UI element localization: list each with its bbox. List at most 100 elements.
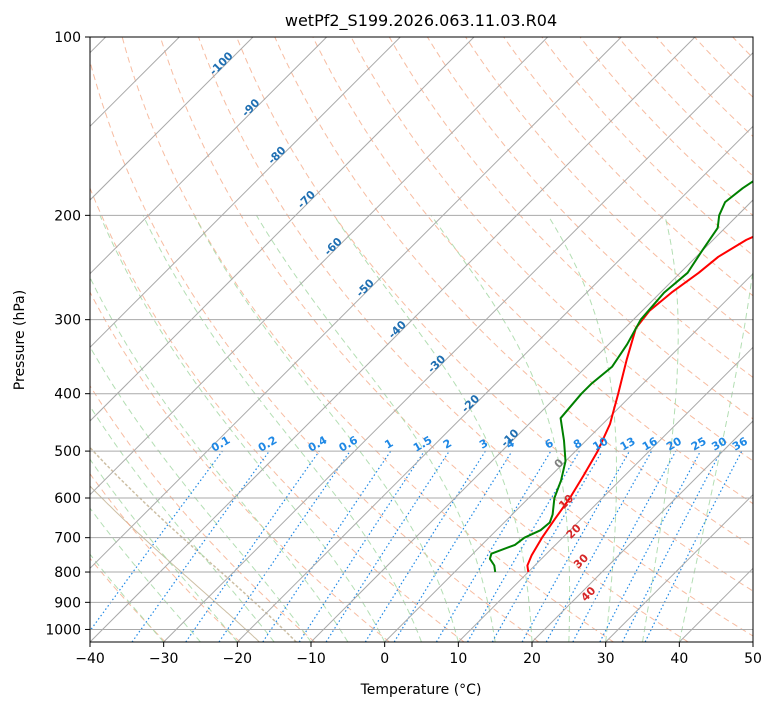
dry-adiabat-line	[388, 37, 753, 420]
theta-e-label: 10	[556, 492, 576, 512]
dry-adiabat-line	[90, 384, 316, 642]
x-tick-label: 50	[744, 651, 762, 667]
dry-adiabats	[90, 37, 753, 642]
mixing-ratio-line	[599, 450, 702, 642]
mixing-ratio-line	[393, 450, 513, 642]
isotherm-line	[90, 37, 328, 275]
mixing-ratio-label: 1	[382, 437, 395, 452]
mixing-ratio-label: 2	[441, 437, 454, 452]
moist-adiabat-line	[142, 215, 422, 642]
moist-adiabat-line	[90, 507, 201, 642]
mixing-ratio-line	[90, 450, 223, 632]
dry-adiabat-line	[236, 37, 753, 592]
isotherm-line	[678, 567, 753, 642]
theta-e-label: 40	[578, 584, 598, 604]
x-tick-label: −20	[223, 651, 253, 667]
theta-label: -20	[459, 392, 482, 415]
x-tick-label: 20	[523, 651, 541, 667]
y-tick-label: 900	[54, 595, 81, 611]
moist-adiabat-line	[90, 405, 275, 642]
dry-adiabat-line	[274, 37, 753, 548]
mixing-ratio-line	[435, 450, 552, 642]
plot-frame	[89, 36, 754, 643]
isotherm-line	[90, 37, 549, 496]
mixing-ratio-lines	[90, 450, 743, 642]
y-tick-label: 800	[54, 565, 81, 581]
isotherm-line	[384, 272, 753, 642]
theta-e-label: 20	[564, 521, 584, 541]
dry-adiabat-line	[694, 37, 753, 98]
dry-adiabat-line	[121, 37, 614, 642]
theta-label: -40	[386, 318, 409, 341]
dry-adiabat-line	[90, 472, 241, 642]
dry-adiabat-line	[426, 37, 753, 379]
dendritic-lines	[90, 446, 297, 642]
theta-label: -90	[239, 96, 262, 119]
theta-label: -50	[354, 276, 377, 299]
moist-adiabat-line	[99, 215, 386, 642]
dewpoint-profile-line	[488, 180, 753, 573]
mixing-ratio-line	[621, 450, 722, 642]
x-tick-label: 40	[670, 651, 688, 667]
moist-adiabat-line	[642, 215, 679, 642]
sounding-profiles	[488, 180, 753, 573]
isotherm-line	[310, 199, 753, 642]
mixing-ratio-label: 6	[543, 436, 556, 451]
moist-adiabat-line	[193, 215, 459, 642]
mixing-ratio-line	[131, 450, 270, 642]
y-tick-label: 1000	[45, 622, 81, 638]
moist-adiabat-line	[255, 215, 496, 642]
x-axis-title: Temperature (°C)	[360, 682, 482, 698]
x-tick-label: 10	[449, 651, 467, 667]
moist-adiabat-line	[90, 458, 238, 642]
mixing-ratio-line	[644, 450, 743, 642]
moist-adiabat-line	[333, 215, 533, 642]
dry-adiabat-line	[90, 291, 390, 642]
isotherm-line	[90, 37, 401, 349]
mixing-ratio-line	[364, 450, 486, 642]
isotherm-line	[752, 641, 753, 642]
y-axis-title: Pressure (hPa)	[12, 290, 28, 390]
x-tick-label: −30	[149, 651, 179, 667]
isotherm-line	[90, 37, 254, 201]
y-tick-label: 600	[54, 491, 81, 507]
x-tick-label: −10	[296, 651, 326, 667]
theta-label: -70	[295, 188, 318, 211]
isotherm-line	[236, 125, 753, 642]
y-tick-label: 200	[54, 208, 81, 224]
theta-e-label: 30	[571, 551, 591, 571]
theta-label: -100	[207, 49, 236, 78]
dry-adiabat-line	[90, 186, 465, 642]
isotherms	[90, 37, 753, 642]
y-tick-label: 300	[54, 313, 81, 329]
chart-title: wetPf2_S199.2026.063.11.03.R04	[285, 11, 557, 31]
isotherm-line	[605, 493, 753, 642]
y-axis-ticks: 100 200 300 400 500 600 700 800 900 1000	[45, 30, 90, 638]
x-tick-label: 30	[597, 651, 615, 667]
dry-adiabat-line	[465, 37, 753, 338]
x-tick-label: −40	[75, 651, 105, 667]
y-tick-label: 400	[54, 387, 81, 403]
dendritic-line	[90, 446, 297, 642]
dry-adiabat-line	[90, 59, 540, 642]
mixing-ratio-line	[298, 450, 425, 642]
moist-adiabat-line	[678, 265, 753, 642]
mixing-ratio-line	[218, 450, 351, 642]
mixing-ratio-line	[545, 450, 653, 642]
y-tick-label: 500	[54, 444, 81, 460]
mixing-ratio-line	[185, 450, 320, 642]
theta-label: -60	[322, 235, 345, 258]
dry-adiabat-line	[312, 37, 753, 505]
x-tick-label: 0	[380, 651, 389, 667]
moist-adiabat-line	[547, 215, 617, 642]
theta-label: -80	[265, 144, 288, 167]
dry-adiabat-line	[350, 37, 753, 462]
dry-adiabat-line	[159, 37, 689, 642]
isotherm-line	[90, 37, 696, 642]
y-tick-label: 100	[54, 30, 81, 46]
mixing-ratio-line	[262, 450, 392, 642]
dendritic-line	[90, 485, 260, 642]
moist-adiabat-line	[90, 553, 165, 642]
y-tick-label: 700	[54, 531, 81, 547]
